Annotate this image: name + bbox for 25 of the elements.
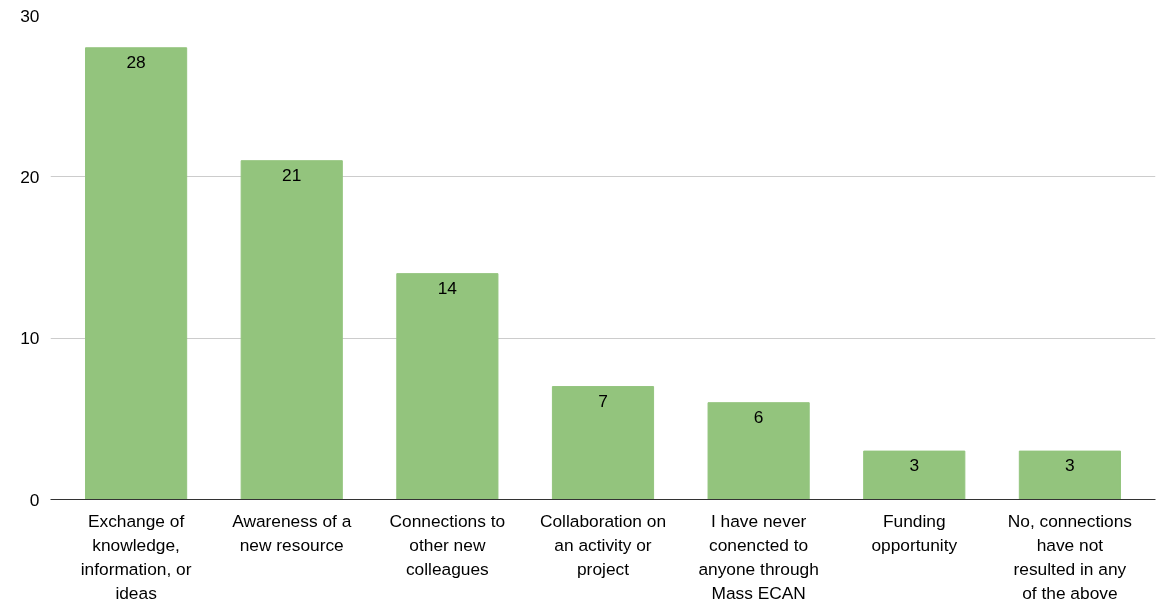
x-tick-label: Awareness of a new resource (232, 510, 352, 555)
bar (396, 273, 499, 500)
bar (240, 160, 343, 500)
x-tick-label: No, connections have not resulted in any of the above (1007, 510, 1133, 603)
bar (1018, 450, 1121, 500)
data-label: 28 (126, 51, 146, 72)
x-tick-label: Collaboration on an activity or project (539, 510, 667, 579)
x-tick-label: Connections to other new colleagues (389, 510, 506, 579)
bar (85, 47, 188, 500)
y-tick-label: 10 (20, 328, 40, 349)
data-label: 6 (753, 406, 764, 427)
y-tick-label: 30 (20, 5, 40, 26)
x-tick-label: Exchange of knowledge, information, or ideas (80, 510, 192, 603)
y-tick-label: 20 (20, 166, 40, 187)
x-tick-label: I have never conencted to anyone through Mass ECAN (698, 510, 819, 603)
bar (551, 386, 655, 500)
data-label: 14 (437, 277, 458, 298)
data-label: 3 (1065, 455, 1075, 476)
data-label: 21 (282, 164, 302, 185)
bar (863, 450, 966, 500)
data-label: 7 (598, 390, 608, 411)
data-label: 3 (909, 455, 920, 476)
y-tick-label: 0 (29, 489, 40, 510)
x-tick-label: Funding opportunity (871, 510, 958, 555)
bar (707, 402, 810, 500)
